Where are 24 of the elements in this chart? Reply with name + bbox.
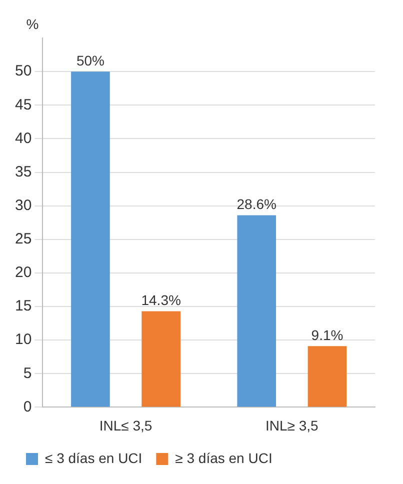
y-tick-label: 35 (14, 163, 32, 180)
bar (308, 346, 347, 407)
y-tick-label: 30 (14, 196, 32, 214)
y-tick-label: 0 (23, 398, 32, 416)
y-tick-label: 10 (14, 331, 32, 348)
y-axis-title: % (26, 16, 39, 32)
y-tick-label: 15 (14, 298, 32, 315)
data-label: 28.6% (236, 196, 276, 212)
legend-label: ≥ 3 días en UCI (175, 450, 272, 466)
bar (237, 215, 276, 407)
x-tick-label: INL≤ 3,5 (99, 417, 152, 434)
x-tick-label: INL≥ 3,5 (266, 417, 319, 434)
y-tick-label: 40 (14, 130, 32, 147)
data-label: 14.3% (141, 292, 181, 308)
y-tick-label: 50 (14, 62, 32, 80)
y-tick-label: 5 (23, 364, 32, 382)
y-tick-label: 20 (14, 264, 32, 282)
bar (142, 311, 180, 407)
data-label: 9.1% (311, 326, 344, 343)
data-label: 50% (76, 52, 104, 68)
y-tick-label: 45 (14, 96, 32, 114)
bar (71, 72, 110, 407)
legend-label: ≤ 3 días en UCI (45, 450, 142, 466)
y-tick-label: 25 (14, 230, 32, 248)
